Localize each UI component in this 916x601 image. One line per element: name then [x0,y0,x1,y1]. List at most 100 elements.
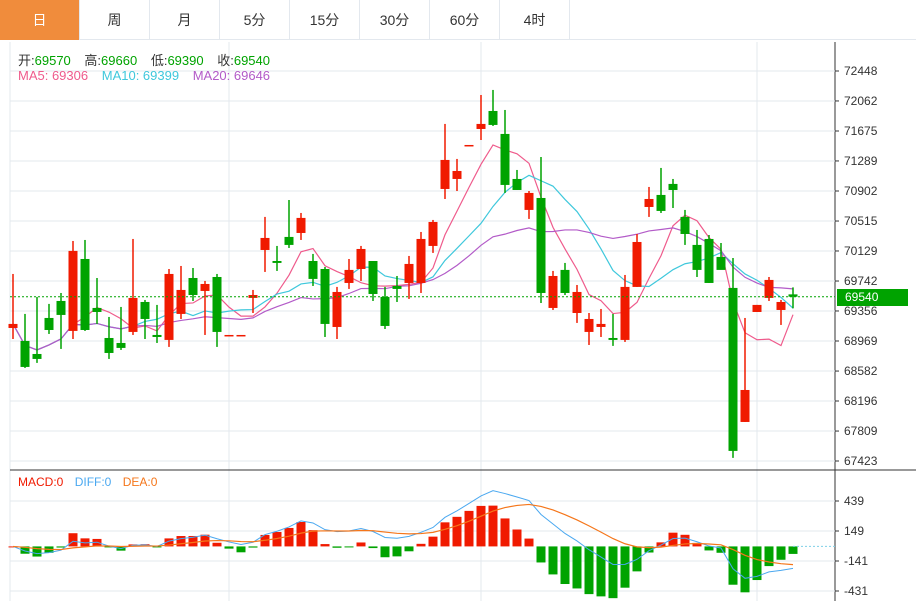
candle-body [164,273,174,340]
candle-body [68,250,78,331]
candle [608,313,618,346]
candle [8,273,18,339]
macd-bar [56,546,66,548]
price-tick-label: 69356 [844,304,878,318]
tab-5[interactable]: 30分 [360,0,430,40]
candle [584,312,594,345]
candle [524,190,534,219]
tab-3[interactable]: 5分 [220,0,290,40]
candle-body [764,279,774,298]
macd-bar [704,546,714,551]
candle-body [284,236,294,245]
price-tick-label: 68196 [844,394,878,408]
candle-body [308,260,318,279]
candle-body [260,237,270,250]
macd-bar [212,542,222,547]
candle-body [440,159,450,189]
macd-bar [440,522,450,547]
candle [212,273,222,347]
candle [500,109,510,193]
candle [224,334,234,337]
candle [788,287,798,309]
tab-0[interactable]: 日 [0,0,80,40]
candle-body [332,291,342,327]
candle [92,277,102,324]
candle [176,265,186,319]
candle-body [656,194,666,211]
price-tick-label: 72448 [844,64,878,78]
high-value: 69660 [101,53,138,68]
candle [752,304,762,312]
macd-bar [164,538,174,547]
candle [320,266,330,337]
macd-bar [524,538,534,547]
tab-4[interactable]: 15分 [290,0,360,40]
macd-bar [572,546,582,589]
candle-body [704,238,714,283]
candle-body [644,198,654,207]
ma10-line [12,174,794,351]
ma20-line [12,227,794,351]
macd-bar [428,536,438,547]
candle-body [512,178,522,190]
macd-bar [464,510,474,547]
candle [68,240,78,339]
ma10-value: MA10: 69399 [101,68,180,83]
macd-bar [380,546,390,558]
candle-body [392,285,402,289]
candle [284,199,294,248]
candle-body [8,323,18,328]
candle-body [524,192,534,210]
macd-bar [584,546,594,595]
price-tick-label: 68582 [844,364,878,378]
candle [716,242,726,270]
candle-body [560,269,570,293]
candle [776,299,786,325]
tab-1[interactable]: 周 [80,0,150,40]
macd-bar [740,546,750,593]
candle-body [548,275,558,308]
candle [560,262,570,295]
tab-6[interactable]: 60分 [430,0,500,40]
macd-bar [536,546,546,563]
low-label: 低: [150,53,168,68]
candle [332,286,342,339]
candle [572,284,582,323]
candle-body [356,248,366,269]
macd-bar [644,546,654,553]
macd-bar [236,546,246,553]
candle-body [620,286,630,340]
candle-body [212,276,222,332]
macd-bar [788,546,798,554]
macd-bar [596,546,606,597]
candle [380,286,390,329]
candle-body [584,318,594,332]
candle [680,209,690,245]
tab-2[interactable]: 月 [150,0,220,40]
macd-bar [608,546,618,599]
price-tick-label: 70515 [844,214,878,228]
ma-legend: MA5: 69306 MA10: 69399 MA20: 69646 [18,68,274,83]
diff-line [12,490,794,579]
macd-bar [620,546,630,588]
candle [416,231,426,293]
candle-body [776,301,786,310]
macd-bar [32,546,42,557]
candle [428,219,438,253]
candle-body [188,277,198,295]
candle [272,245,282,271]
candle-body [128,297,138,332]
macd-bar [368,546,378,549]
candle [476,94,486,140]
candle-body [632,241,642,287]
tab-7[interactable]: 4时 [500,0,570,40]
macd-legend: MACD:0 DIFF:0 DEA:0 [18,475,161,489]
candle [368,260,378,301]
macd-bar [344,546,354,548]
candle-body [200,283,210,291]
macd-bar [272,531,282,547]
price-tick-label: 70902 [844,184,878,198]
macd-bar [680,534,690,547]
macd-bar [752,546,762,581]
